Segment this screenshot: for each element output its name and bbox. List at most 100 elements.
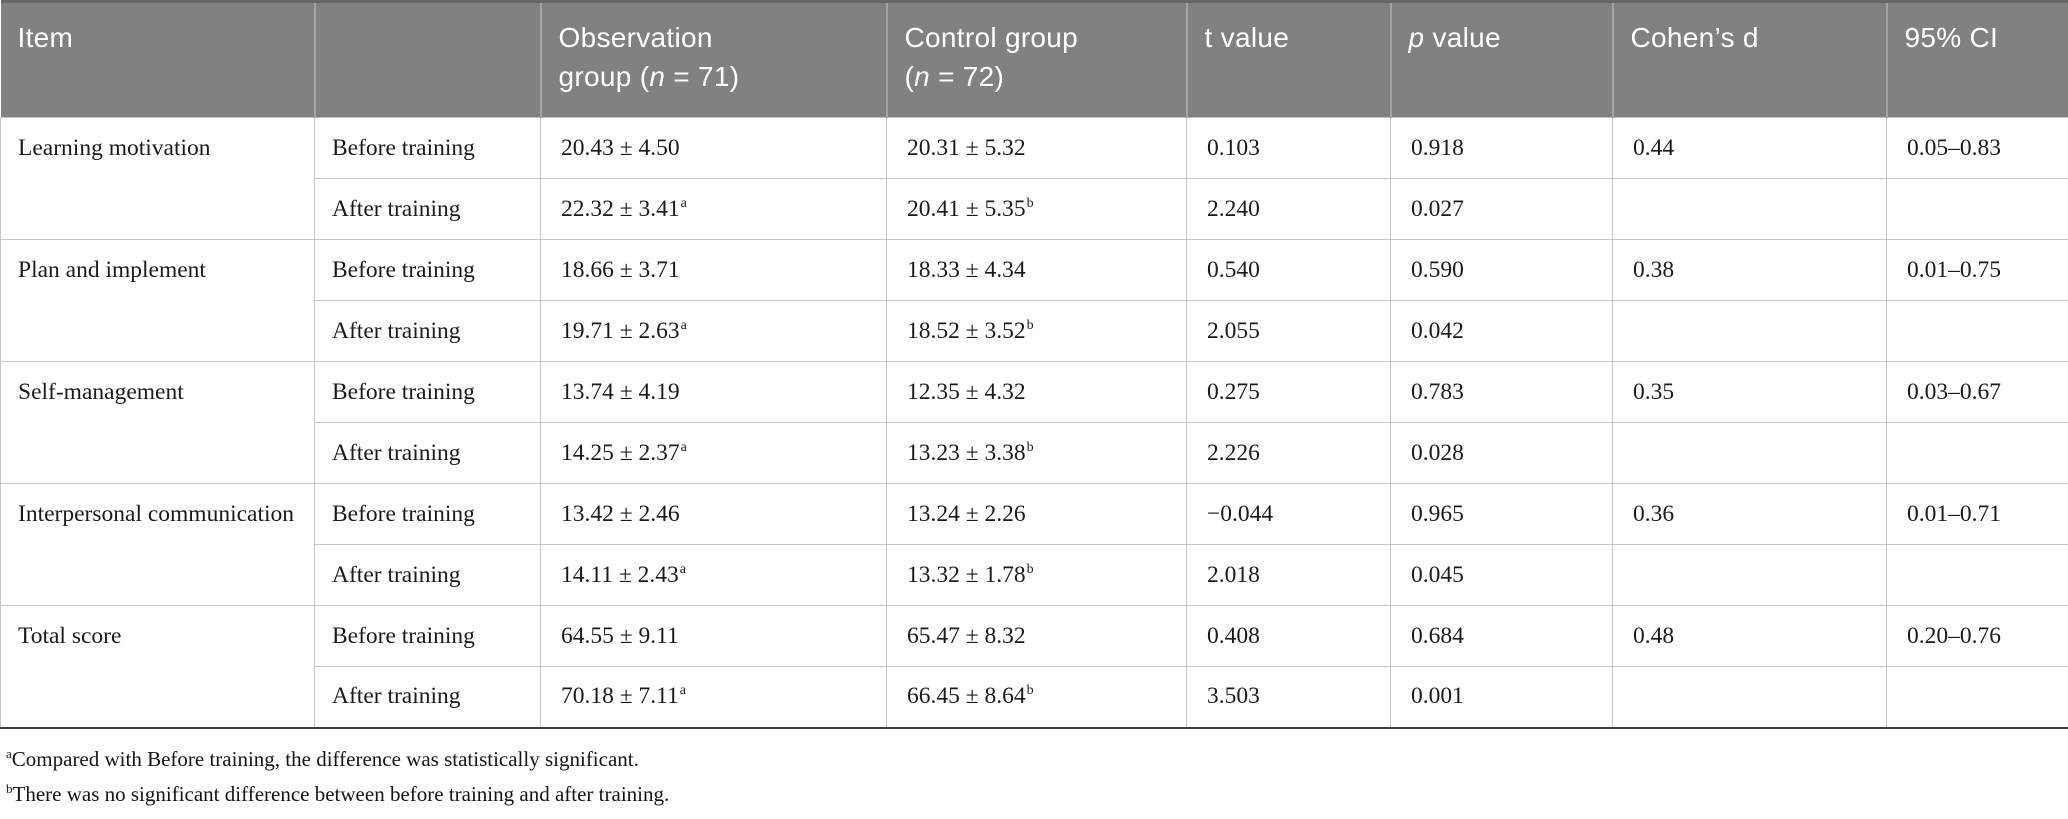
observation-cell: 18.66 ± 3.71 bbox=[540, 239, 887, 301]
cohens-d-cell bbox=[1612, 300, 1887, 362]
p-value-cell: 0.965 bbox=[1390, 483, 1613, 545]
table-body: Learning motivation Before training 20.4… bbox=[0, 117, 2068, 728]
cohens-d-cell: 0.44 bbox=[1612, 117, 1887, 179]
observation-cell: 14.25 ± 2.37a bbox=[540, 422, 887, 484]
header-row: Item Observation group (n = 71) Control … bbox=[0, 0, 2068, 118]
observation-cell: 70.18 ± 7.11a bbox=[540, 666, 887, 728]
footnote-b: bThere was no significant difference bet… bbox=[6, 777, 2068, 813]
footnote-a-marker: a bbox=[6, 745, 12, 761]
cohens-d-cell: 0.36 bbox=[1612, 483, 1887, 545]
col-header-95-ci: 95% CI bbox=[1885, 0, 2068, 118]
footnote-marker: a bbox=[679, 683, 686, 699]
p-value-cell: 0.783 bbox=[1390, 361, 1613, 423]
table-row: After training 22.32 ± 3.41a 20.41 ± 5.3… bbox=[1, 178, 2068, 240]
t-value-cell: 2.226 bbox=[1186, 422, 1391, 484]
observation-cell: 14.11 ± 2.43a bbox=[540, 544, 887, 606]
table-header: Item Observation group (n = 71) Control … bbox=[0, 0, 2068, 118]
t-value-cell: 0.408 bbox=[1186, 605, 1391, 667]
footnote-marker: a bbox=[680, 317, 687, 333]
table-row: After training 70.18 ± 7.11a 66.45 ± 8.6… bbox=[1, 666, 2068, 728]
results-table: Item Observation group (n = 71) Control … bbox=[0, 0, 2068, 728]
table-footnotes: aCompared with Before training, the diff… bbox=[6, 742, 2068, 813]
header-label: Observation bbox=[558, 22, 713, 53]
header-label: Cohen’s d bbox=[1630, 22, 1759, 53]
ci-cell: 0.01–0.71 bbox=[1886, 483, 2068, 545]
item-cell-learning-motivation: Learning motivation bbox=[0, 117, 315, 240]
footnote-marker: b bbox=[1026, 561, 1034, 577]
p-value-cell: 0.027 bbox=[1390, 178, 1613, 240]
table-row: Total score Before training 64.55 ± 9.11… bbox=[0, 605, 2068, 728]
ci-cell bbox=[1886, 300, 2068, 362]
footnote-marker: b bbox=[1026, 683, 1034, 699]
timepoint-cell: After training bbox=[314, 666, 541, 728]
p-value-cell: 0.684 bbox=[1390, 605, 1613, 667]
control-cell: 13.32 ± 1.78b bbox=[886, 544, 1187, 606]
timepoint-cell: Before training bbox=[314, 239, 541, 301]
col-header-observation-group: Observation group (n = 71) bbox=[539, 0, 887, 118]
observation-cell: 19.71 ± 2.63a bbox=[540, 300, 887, 362]
t-value-cell: 0.540 bbox=[1186, 239, 1391, 301]
timepoint-cell: Before training bbox=[314, 361, 541, 423]
ci-cell bbox=[1886, 666, 2068, 728]
col-header-t-value: t value bbox=[1185, 0, 1391, 118]
timepoint-cell: Before training bbox=[314, 483, 541, 545]
control-cell: 20.31 ± 5.32 bbox=[886, 117, 1187, 179]
timepoint-cell: After training bbox=[314, 422, 541, 484]
control-cell: 13.23 ± 3.38b bbox=[886, 422, 1187, 484]
p-value-cell: 0.590 bbox=[1390, 239, 1613, 301]
cohens-d-cell bbox=[1612, 544, 1887, 606]
header-label: Item bbox=[17, 22, 74, 53]
control-cell: 18.33 ± 4.34 bbox=[886, 239, 1187, 301]
header-label: Control group bbox=[904, 22, 1079, 53]
t-value-cell: 3.503 bbox=[1186, 666, 1391, 728]
p-value-cell: 0.045 bbox=[1390, 544, 1613, 606]
cohens-d-cell: 0.48 bbox=[1612, 605, 1887, 667]
observation-cell: 13.74 ± 4.19 bbox=[540, 361, 887, 423]
footnote-marker: a bbox=[679, 561, 686, 577]
control-cell: 65.47 ± 8.32 bbox=[886, 605, 1187, 667]
timepoint-cell: After training bbox=[314, 544, 541, 606]
table-row: After training 14.11 ± 2.43a 13.32 ± 1.7… bbox=[1, 544, 2068, 606]
t-value-cell: 0.275 bbox=[1186, 361, 1391, 423]
timepoint-cell: Before training bbox=[314, 605, 541, 667]
footnote-marker: b bbox=[1026, 195, 1034, 211]
cohens-d-cell: 0.38 bbox=[1612, 239, 1887, 301]
p-value-cell: 0.918 bbox=[1390, 117, 1613, 179]
table-row: Interpersonal communication Before train… bbox=[0, 483, 2068, 606]
table-row: Learning motivation Before training 20.4… bbox=[0, 117, 2068, 240]
col-header-cohens-d: Cohen’s d bbox=[1611, 0, 1887, 118]
timepoint-cell: After training bbox=[314, 178, 541, 240]
col-header-control-group: Control group (n = 72) bbox=[885, 0, 1187, 118]
item-cell-total-score: Total score bbox=[0, 605, 315, 728]
ci-cell bbox=[1886, 544, 2068, 606]
table-row: Plan and implement Before training 18.66… bbox=[0, 239, 2068, 362]
p-value-cell: 0.001 bbox=[1390, 666, 1613, 728]
ci-cell: 0.03–0.67 bbox=[1886, 361, 2068, 423]
t-value-cell: 2.240 bbox=[1186, 178, 1391, 240]
observation-cell: 13.42 ± 2.46 bbox=[540, 483, 887, 545]
ci-cell bbox=[1886, 422, 2068, 484]
header-label: t value bbox=[1204, 22, 1290, 53]
t-value-cell: 0.103 bbox=[1186, 117, 1391, 179]
control-cell: 13.24 ± 2.26 bbox=[886, 483, 1187, 545]
item-cell-self-management: Self-management bbox=[0, 361, 315, 484]
col-header-p-value: p value bbox=[1389, 0, 1613, 118]
observation-cell: 64.55 ± 9.11 bbox=[540, 605, 887, 667]
cohens-d-cell bbox=[1612, 422, 1887, 484]
col-header-item: Item bbox=[0, 0, 315, 118]
cohens-d-cell: 0.35 bbox=[1612, 361, 1887, 423]
control-cell: 20.41 ± 5.35b bbox=[886, 178, 1187, 240]
t-value-cell: 2.018 bbox=[1186, 544, 1391, 606]
footnote-a: aCompared with Before training, the diff… bbox=[6, 742, 2068, 778]
p-value-cell: 0.042 bbox=[1390, 300, 1613, 362]
footnote-a-text: Compared with Before training, the diffe… bbox=[11, 746, 639, 771]
footnote-b-text: There was no significant difference betw… bbox=[12, 782, 670, 806]
control-cell: 18.52 ± 3.52b bbox=[886, 300, 1187, 362]
item-cell-interpersonal-communication: Interpersonal communication bbox=[0, 483, 315, 606]
footnote-marker: b bbox=[1026, 317, 1034, 333]
p-value-cell: 0.028 bbox=[1390, 422, 1613, 484]
ci-cell: 0.20–0.76 bbox=[1886, 605, 2068, 667]
footnote-marker: a bbox=[680, 195, 687, 211]
table-row: Self-management Before training 13.74 ± … bbox=[0, 361, 2068, 484]
ci-cell bbox=[1886, 178, 2068, 240]
